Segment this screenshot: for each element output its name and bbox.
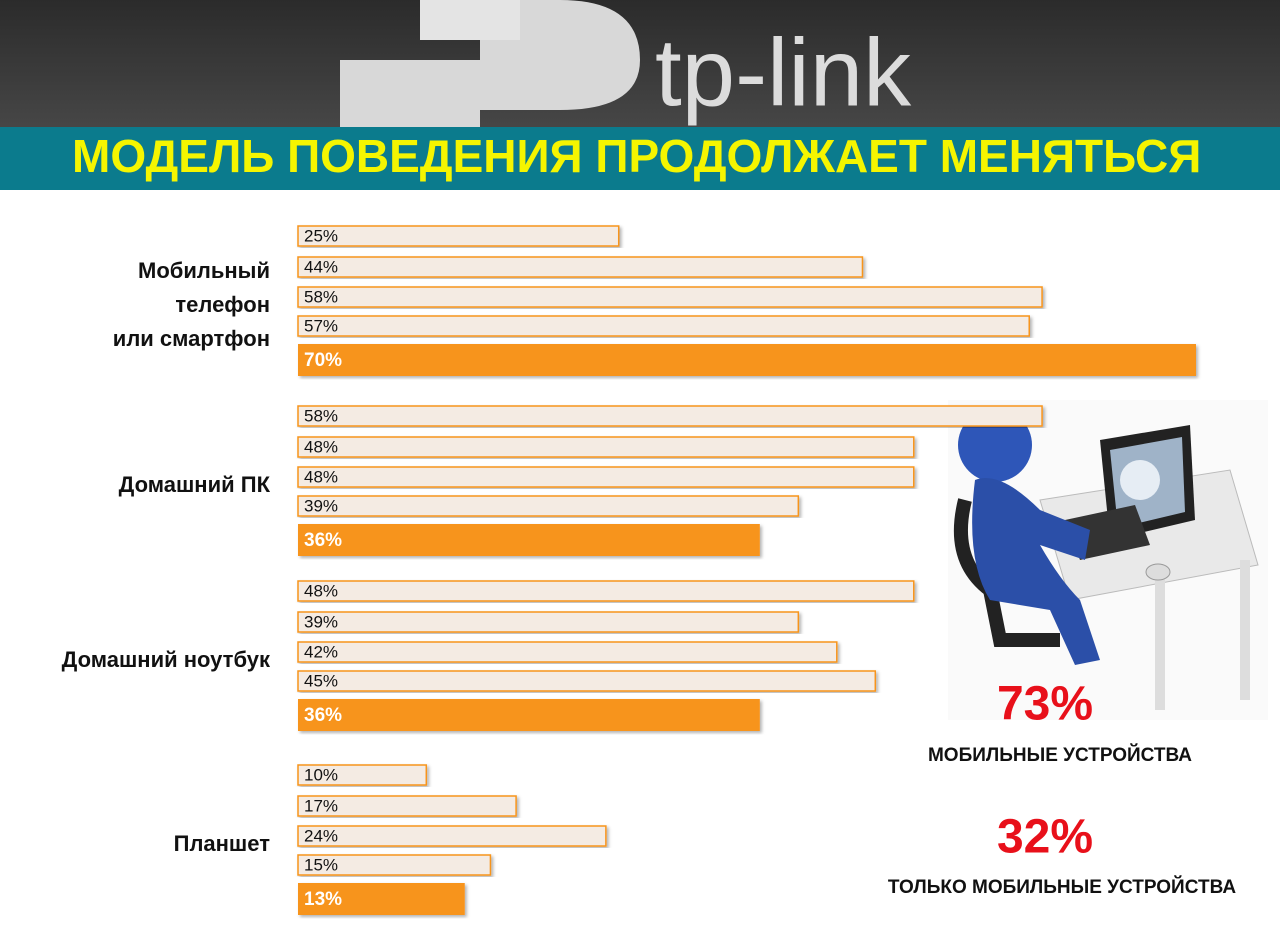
value-label: 36% [304, 705, 342, 726]
value-label: 17% [304, 796, 338, 815]
value-label: 48% [304, 581, 338, 600]
bar [297, 670, 877, 692]
value-label: 58% [304, 287, 338, 306]
annotation-value: 32% [997, 811, 1093, 864]
illustration [948, 400, 1268, 720]
value-label: 36% [304, 530, 342, 551]
logo-mark [420, 0, 520, 40]
header-background [0, 0, 1280, 130]
highlight-bar [298, 699, 760, 731]
logo-text: tp-link [655, 19, 912, 126]
category-label: Планшет [174, 831, 271, 856]
value-label: 15% [304, 855, 338, 874]
bar [297, 641, 838, 663]
bar [297, 495, 800, 517]
value-label: 48% [304, 467, 338, 486]
bar [297, 225, 620, 247]
value-label: 25% [304, 226, 338, 245]
bar [297, 466, 915, 488]
value-label: 39% [304, 496, 338, 515]
bar [297, 580, 915, 602]
value-label: 58% [304, 406, 338, 425]
category-label: Домашний ПК [119, 472, 271, 497]
bar [297, 256, 864, 278]
highlight-bar [298, 883, 465, 915]
bar [297, 405, 1043, 427]
bar [297, 315, 1030, 337]
annotation-label: МОБИЛЬНЫЕ УСТРОЙСТВА [928, 744, 1192, 766]
logo-mark [340, 0, 640, 130]
category-label: Мобильный [138, 258, 270, 283]
bar [297, 611, 800, 633]
bar [297, 825, 607, 847]
value-label: 44% [304, 257, 338, 276]
category-label: или смартфон [113, 326, 270, 351]
bar [297, 764, 428, 786]
category-label: телефон [175, 292, 270, 317]
value-label: 48% [304, 437, 338, 456]
bar [297, 286, 1043, 308]
value-label: 24% [304, 826, 338, 845]
annotation-label: ТОЛЬКО МОБИЛЬНЫЕ УСТРОЙСТВА [888, 876, 1236, 898]
value-label: 10% [304, 765, 338, 784]
value-label: 42% [304, 642, 338, 661]
value-label: 39% [304, 612, 338, 631]
bar [297, 436, 915, 458]
value-label: 45% [304, 671, 338, 690]
value-label: 57% [304, 316, 338, 335]
bar [297, 795, 517, 817]
annotation-value: 73% [997, 678, 1093, 731]
chart-title: МОДЕЛЬ ПОВЕДЕНИЯ ПРОДОЛЖАЕТ МЕНЯТЬСЯ [72, 130, 1201, 182]
title-bar [0, 127, 1280, 190]
highlight-bar [298, 344, 1196, 376]
value-label: 13% [304, 889, 342, 910]
category-label: Домашний ноутбук [62, 647, 271, 672]
value-label: 70% [304, 350, 342, 371]
bar [297, 854, 492, 876]
highlight-bar [298, 524, 760, 556]
